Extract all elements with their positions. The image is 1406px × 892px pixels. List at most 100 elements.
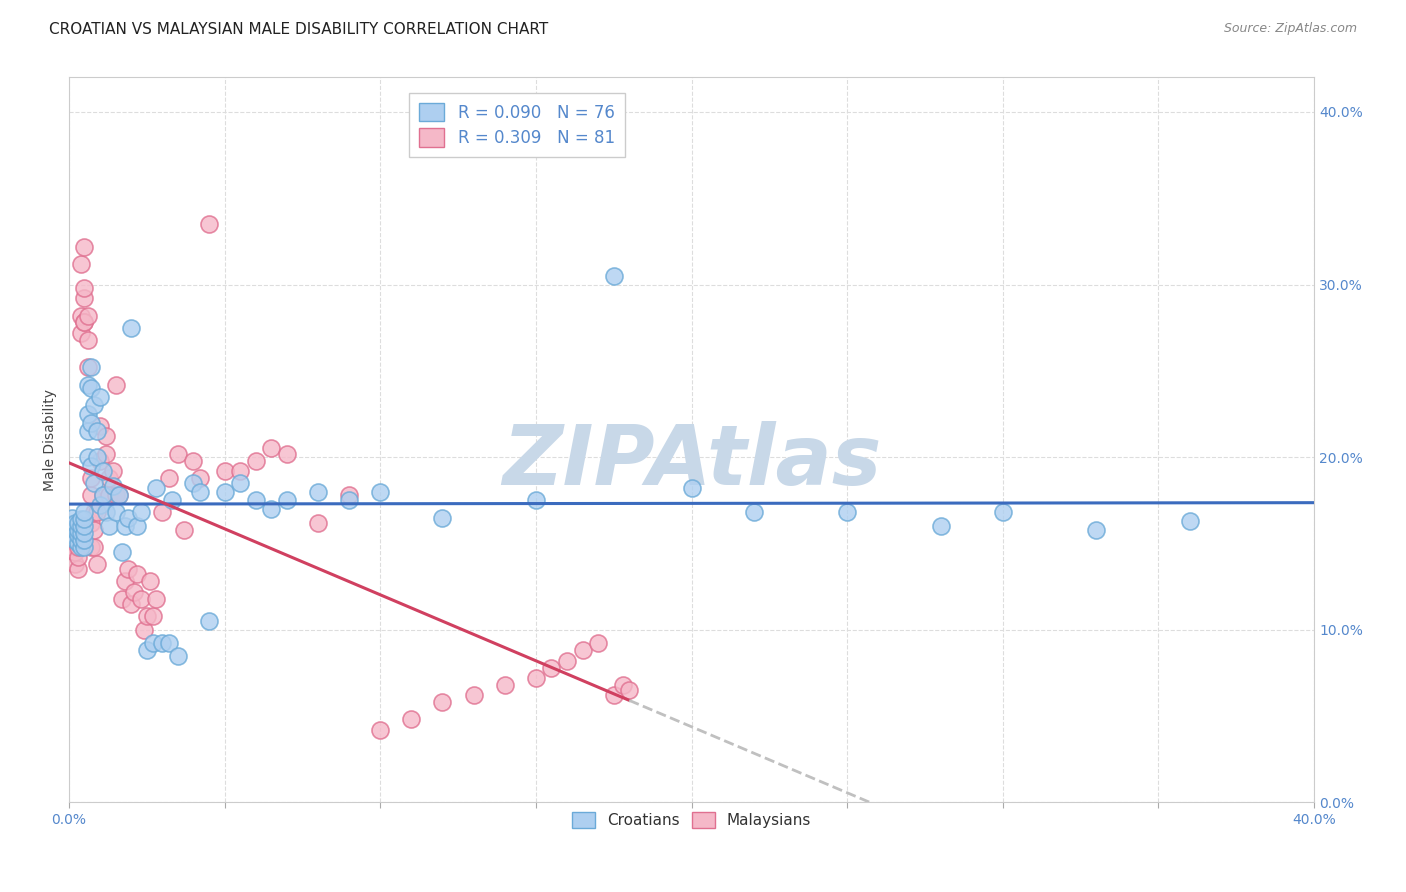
Point — [86, 557, 108, 571]
Point — [337, 488, 360, 502]
Point — [70, 533, 93, 547]
Point — [245, 453, 267, 467]
Point — [157, 471, 180, 485]
Point — [104, 488, 127, 502]
Point — [80, 360, 103, 375]
Point — [129, 591, 152, 606]
Point — [80, 540, 103, 554]
Point — [127, 519, 149, 533]
Point — [73, 316, 96, 330]
Point — [60, 510, 83, 524]
Point — [70, 257, 93, 271]
Point — [76, 333, 98, 347]
Point — [167, 447, 190, 461]
Point — [70, 519, 93, 533]
Point — [167, 648, 190, 663]
Point — [101, 464, 124, 478]
Point — [150, 636, 173, 650]
Point — [198, 614, 221, 628]
Point — [73, 316, 96, 330]
Point — [63, 523, 86, 537]
Point — [86, 505, 108, 519]
Point — [91, 488, 114, 502]
Point — [117, 510, 139, 524]
Point — [173, 523, 195, 537]
Point — [63, 545, 86, 559]
Point — [76, 407, 98, 421]
Point — [73, 540, 96, 554]
Point — [89, 390, 111, 404]
Point — [91, 464, 114, 478]
Point — [70, 309, 93, 323]
Point — [70, 512, 93, 526]
Point — [111, 545, 134, 559]
Point — [1178, 514, 1201, 528]
Point — [188, 484, 211, 499]
Point — [245, 493, 267, 508]
Point — [80, 416, 103, 430]
Point — [132, 623, 155, 637]
Point — [494, 678, 516, 692]
Point — [96, 447, 118, 461]
Point — [307, 516, 329, 530]
Point — [73, 519, 96, 533]
Point — [67, 550, 90, 565]
Point — [70, 540, 93, 554]
Point — [63, 557, 86, 571]
Legend: Croatians, Malaysians: Croatians, Malaysians — [565, 805, 817, 835]
Point — [101, 479, 124, 493]
Point — [260, 442, 283, 456]
Point — [586, 636, 609, 650]
Point — [73, 526, 96, 541]
Point — [89, 419, 111, 434]
Point — [107, 488, 129, 502]
Point — [83, 540, 105, 554]
Point — [145, 591, 167, 606]
Point — [188, 471, 211, 485]
Point — [83, 475, 105, 490]
Point — [991, 505, 1014, 519]
Point — [67, 528, 90, 542]
Point — [160, 493, 183, 508]
Point — [83, 505, 105, 519]
Point — [60, 519, 83, 533]
Point — [89, 499, 111, 513]
Point — [540, 660, 562, 674]
Point — [135, 608, 157, 623]
Point — [104, 505, 127, 519]
Point — [107, 488, 129, 502]
Point — [73, 533, 96, 547]
Point — [80, 488, 103, 502]
Text: CROATIAN VS MALAYSIAN MALE DISABILITY CORRELATION CHART: CROATIAN VS MALAYSIAN MALE DISABILITY CO… — [49, 22, 548, 37]
Point — [83, 523, 105, 537]
Point — [602, 688, 624, 702]
Point — [67, 523, 90, 537]
Y-axis label: Male Disability: Male Disability — [44, 389, 58, 491]
Point — [76, 360, 98, 375]
Point — [368, 723, 391, 737]
Point — [602, 268, 624, 283]
Point — [73, 291, 96, 305]
Point — [98, 471, 121, 485]
Point — [86, 450, 108, 464]
Point — [67, 523, 90, 537]
Point — [337, 493, 360, 508]
Point — [681, 481, 703, 495]
Point — [76, 309, 98, 323]
Point — [571, 643, 593, 657]
Point — [80, 458, 103, 473]
Point — [98, 488, 121, 502]
Point — [401, 713, 423, 727]
Point — [120, 320, 142, 334]
Point — [76, 450, 98, 464]
Point — [60, 540, 83, 554]
Point — [1085, 523, 1108, 537]
Point — [120, 597, 142, 611]
Point — [76, 377, 98, 392]
Point — [229, 475, 252, 490]
Text: Source: ZipAtlas.com: Source: ZipAtlas.com — [1223, 22, 1357, 36]
Point — [124, 584, 146, 599]
Point — [98, 519, 121, 533]
Point — [104, 377, 127, 392]
Point — [83, 398, 105, 412]
